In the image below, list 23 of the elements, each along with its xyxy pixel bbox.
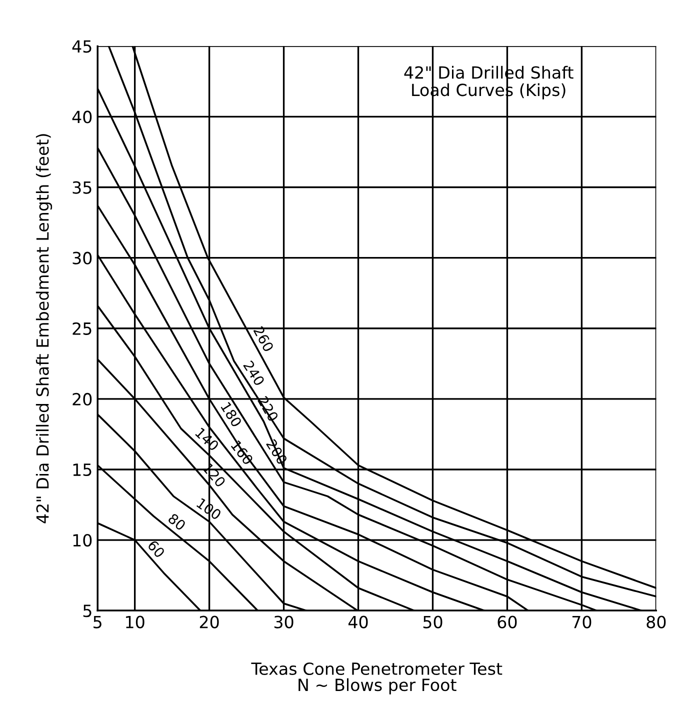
y-tick-label: 30	[72, 252, 92, 264]
x-tick-label: 60	[498, 616, 517, 628]
text: 260	[253, 326, 274, 352]
y-tick-label: 5	[83, 604, 92, 618]
y-tick-label: 10	[73, 534, 92, 547]
y-tick-label: 20	[72, 392, 92, 406]
x-tick-label: 5	[94, 616, 102, 628]
x-tick-label: 80	[646, 616, 666, 628]
x-tick-label: 50	[423, 616, 442, 628]
x-axis-title: Texas Cone Penetrometer Test N ~ Blows per Foot	[251, 662, 502, 694]
x-tick-label: 20	[200, 616, 219, 628]
x-tick-label: 40	[348, 616, 368, 628]
x-tick-label: 70	[572, 616, 592, 628]
text: 60	[147, 540, 166, 558]
x-tick-label: 10	[126, 616, 144, 628]
y-axis-title: 42" Dia Drilled Shaft Embedment Length (feet)	[36, 134, 52, 524]
y-tick-label: 15	[73, 464, 92, 476]
y-tick-label: 40	[72, 110, 92, 124]
y-tick-label: 35	[72, 181, 92, 194]
y-tick-label: 25	[72, 322, 92, 335]
x-tick-label: 30	[274, 616, 294, 628]
text: 80	[167, 512, 186, 531]
y-tick-label: 45	[72, 40, 92, 53]
